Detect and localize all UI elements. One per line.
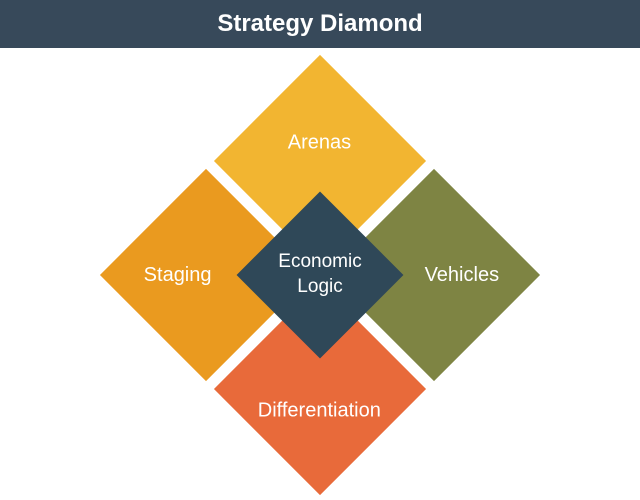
diagram-stage: Arenas Vehicles Differentiation Staging … xyxy=(0,0,640,500)
label-vehicles: Vehicles xyxy=(425,263,500,288)
label-differentiation: Differentiation xyxy=(258,399,381,424)
label-economic-logic: Economic Logic xyxy=(278,250,361,299)
label-staging: Staging xyxy=(144,263,212,288)
label-arenas: Arenas xyxy=(288,130,351,155)
diamond-economic-logic: Economic Logic xyxy=(237,192,404,359)
